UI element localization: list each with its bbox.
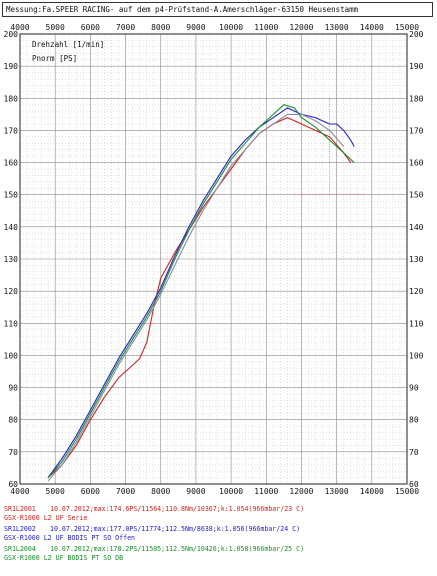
y-tick-label-left: 170 bbox=[4, 126, 19, 135]
x-tick-label-top: 5000 bbox=[46, 23, 65, 32]
y-tick-label-right: 150 bbox=[409, 191, 424, 200]
x-tick-label-bottom: 8000 bbox=[151, 487, 170, 496]
y-tick-label-right: 110 bbox=[409, 319, 424, 328]
y-tick-label-right: 100 bbox=[409, 351, 424, 360]
x-tick-label-top: 15000 bbox=[395, 23, 419, 32]
y-tick-label-right: 180 bbox=[409, 94, 424, 103]
series-line-2 bbox=[47, 107, 355, 478]
legend-details: 10.07.2012;max:174.6PS/11564;110.8Nm/103… bbox=[50, 505, 305, 513]
y-tick-label-right: 160 bbox=[409, 159, 424, 168]
legend-details: 10.07.2012;max:178.2PS/11505;112.5Nm/104… bbox=[50, 545, 305, 553]
x-tick-label-bottom: 6000 bbox=[81, 487, 100, 496]
y-tick-label-left: 80 bbox=[8, 416, 18, 425]
y-tick-label-left: 180 bbox=[4, 94, 19, 103]
y-tick-label-right: 200 bbox=[409, 30, 424, 39]
y-tick-label-right: 120 bbox=[409, 287, 424, 296]
legend-code: SR1L2001 bbox=[4, 505, 36, 513]
y-tick-label-left: 130 bbox=[4, 255, 19, 264]
axis-annotation: Pnorm [PS] bbox=[32, 54, 77, 63]
legend-description: GSX-R1000 L2 UF Serie bbox=[4, 513, 88, 522]
x-tick-label-bottom: 15000 bbox=[395, 487, 419, 496]
y-tick-label-right: 60 bbox=[409, 480, 419, 489]
x-tick-label-top: 12000 bbox=[289, 23, 313, 32]
y-tick-label-left: 120 bbox=[4, 287, 19, 296]
y-tick-label-right: 90 bbox=[409, 384, 419, 393]
y-tick-label-left: 100 bbox=[4, 351, 19, 360]
series-line-3 bbox=[47, 104, 355, 478]
y-tick-label-left: 110 bbox=[4, 319, 19, 328]
x-tick-label-bottom: 9000 bbox=[186, 487, 205, 496]
y-tick-label-left: 70 bbox=[8, 448, 18, 457]
plot-frame bbox=[19, 33, 408, 485]
x-tick-label-bottom: 12000 bbox=[289, 487, 313, 496]
x-tick-label-bottom: 7000 bbox=[116, 487, 135, 496]
x-tick-label-top: 8000 bbox=[151, 23, 170, 32]
x-tick-label-top: 4000 bbox=[10, 23, 29, 32]
measurement-header: Messung:Fa.SPEER RACING- auf dem p4-Prüf… bbox=[2, 2, 433, 17]
legend-entry-1: SR1L2001 10.07.2012;max:174.6PS/11564;110… bbox=[4, 505, 434, 514]
x-tick-label-bottom: 13000 bbox=[325, 487, 349, 496]
x-tick-label-top: 10000 bbox=[219, 23, 243, 32]
y-tick-label-left: 190 bbox=[4, 62, 19, 71]
y-tick-label-left: 140 bbox=[4, 223, 19, 232]
legend-entry-2: SR1L2002 10.07.2012;max:177.0PS/11774;112… bbox=[4, 525, 434, 534]
x-tick-label-bottom: 14000 bbox=[360, 487, 384, 496]
y-tick-label-left: 200 bbox=[4, 30, 19, 39]
x-tick-label-top: 14000 bbox=[360, 23, 384, 32]
series-line-4 bbox=[47, 113, 345, 482]
legend-description: GSX-R1000 L2 UF BODIS PT SO Offen bbox=[4, 533, 136, 542]
x-tick-label-bottom: 4000 bbox=[10, 487, 29, 496]
y-tick-label-right: 170 bbox=[409, 126, 424, 135]
x-tick-label-top: 13000 bbox=[325, 23, 349, 32]
series-line-1 bbox=[47, 117, 352, 479]
legend-entry-3: SR1L2004 10.07.2012;max:178.2PS/11505;112… bbox=[4, 545, 434, 554]
dyno-chart: 4000 4000 5000 5000 6000 6000 7000 7000 8000 8000… bbox=[4, 23, 424, 496]
x-tick-label-top: 6000 bbox=[81, 23, 100, 32]
axis-annotation: Drehzahl [1/min] bbox=[32, 40, 104, 49]
y-tick-label-right: 140 bbox=[409, 223, 424, 232]
x-tick-label-top: 11000 bbox=[254, 23, 278, 32]
legend-description: GSX-R1000 L2 UF BODIS PT SO DB bbox=[4, 553, 124, 562]
legend-details: 10.07.2012;max:177.0PS/11774;112.5Nm/863… bbox=[50, 525, 301, 533]
x-tick-label-top: 7000 bbox=[116, 23, 135, 32]
legend-code: SR1L2004 bbox=[4, 545, 36, 553]
y-tick-label-right: 190 bbox=[409, 62, 424, 71]
x-tick-label-top: 9000 bbox=[186, 23, 205, 32]
y-tick-label-left: 90 bbox=[8, 384, 18, 393]
x-tick-label-bottom: 11000 bbox=[254, 487, 278, 496]
x-tick-label-bottom: 5000 bbox=[46, 487, 65, 496]
y-tick-label-right: 70 bbox=[409, 448, 419, 457]
y-tick-label-left: 160 bbox=[4, 159, 19, 168]
y-tick-label-right: 130 bbox=[409, 255, 424, 264]
legend-code: SR1L2002 bbox=[4, 525, 36, 533]
y-tick-label-right: 80 bbox=[409, 416, 419, 425]
x-tick-label-bottom: 10000 bbox=[219, 487, 243, 496]
y-tick-label-left: 60 bbox=[8, 480, 18, 489]
y-tick-label-left: 150 bbox=[4, 191, 19, 200]
